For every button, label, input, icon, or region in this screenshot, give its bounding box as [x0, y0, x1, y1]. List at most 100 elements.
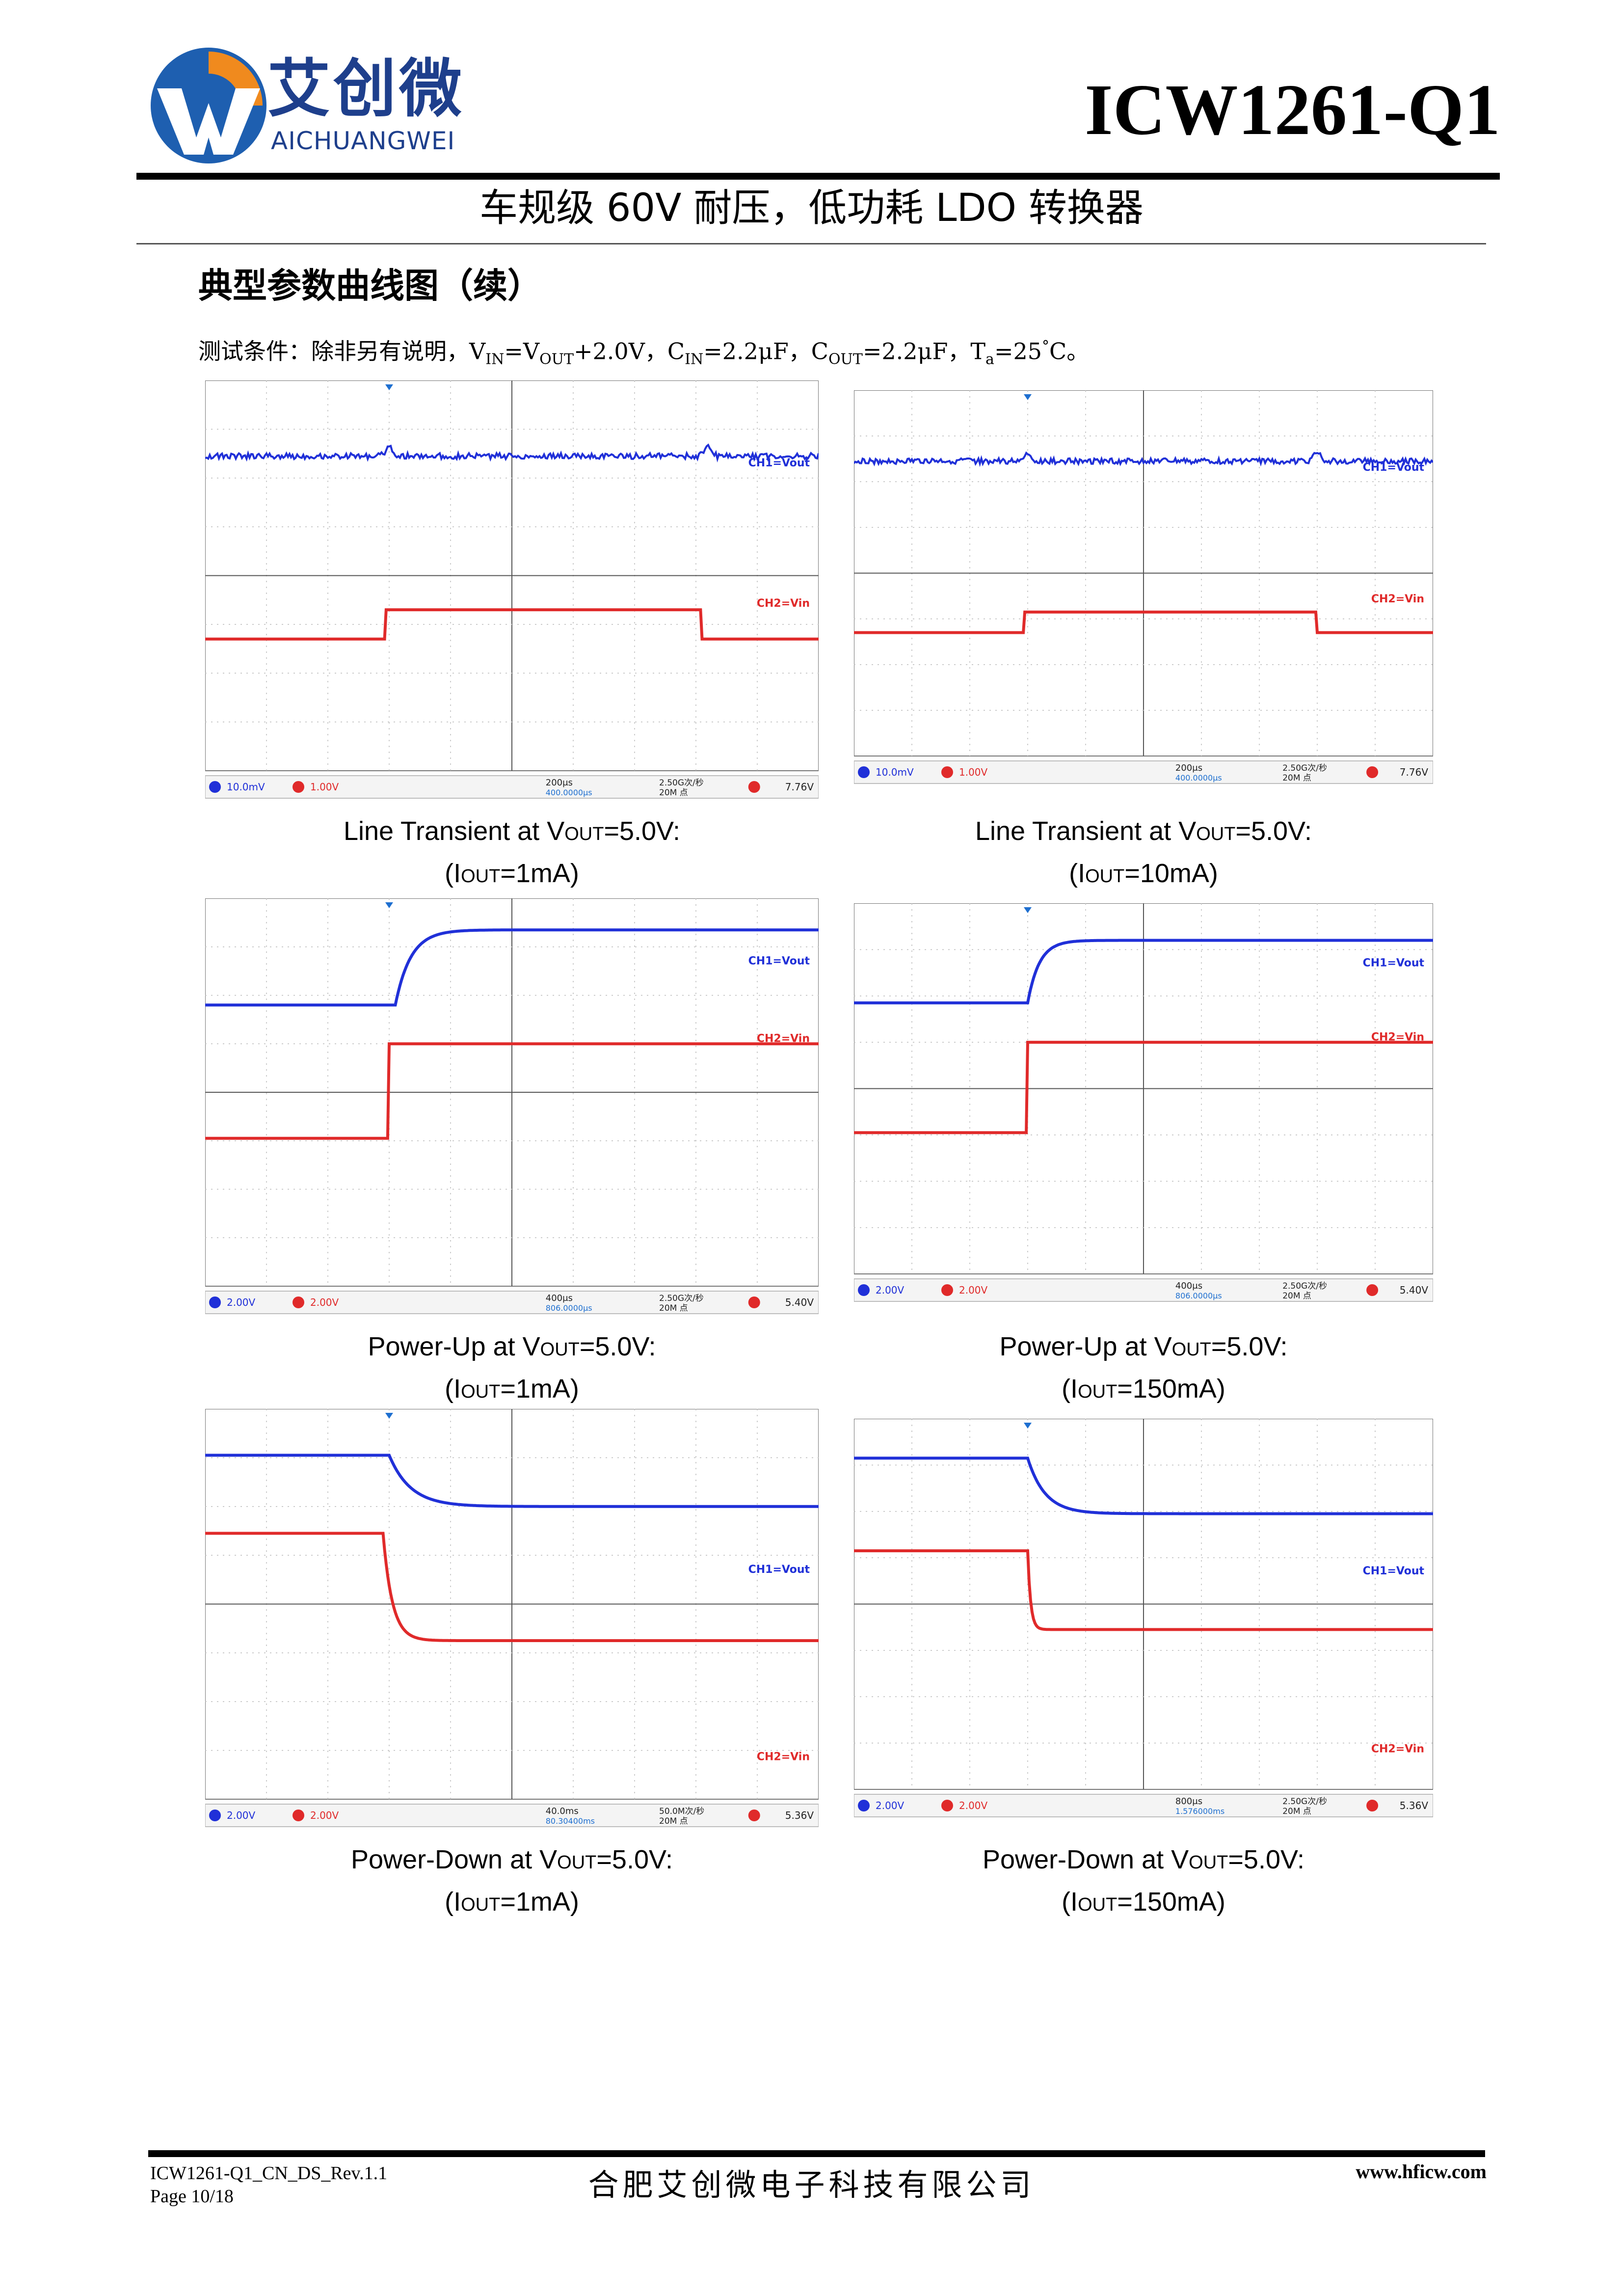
waveforms — [854, 939, 1433, 1134]
timebase: 40.0ms — [546, 1806, 579, 1816]
waveforms — [205, 443, 819, 641]
ch1-badge-icon — [209, 781, 221, 793]
ch1-badge-icon — [209, 1297, 221, 1308]
trigger-level: 5.36V — [785, 1810, 814, 1821]
header-divider — [136, 173, 1500, 180]
caption-line-1: Power-Up at VOUT=5.0V: — [999, 1332, 1288, 1361]
status-bar — [205, 775, 819, 799]
sample-rate: 2.50G次/秒 — [1282, 763, 1327, 773]
sample-rate: 2.50G次/秒 — [1282, 1797, 1327, 1807]
footer-divider — [148, 2150, 1485, 2157]
trigger-marker-icon — [385, 902, 393, 908]
part-number: ICW1261-Q1 — [1085, 70, 1500, 150]
timebase: 400μs — [546, 1293, 573, 1303]
timebase: 200μs — [546, 778, 573, 788]
trigger-marker-icon — [1024, 907, 1032, 913]
ch2-label: CH2=Vin — [757, 597, 810, 610]
footer-page-number: Page 10/18 — [150, 2186, 234, 2207]
scope-chart-1: CH1=Vout CH2=Vin 10.0mV 1.00V 200μs 400.0000μ… — [205, 380, 819, 800]
trigger-marker-icon — [385, 384, 393, 390]
caption-line-2: (IOUT=1mA) — [445, 1887, 579, 1917]
caption-line-1: Line Transient at VOUT=5.0V: — [975, 816, 1312, 846]
scope-chart-3: CH1=Vout CH2=Vin 2.00V 2.00V 400μs 806.0000μs… — [205, 898, 819, 1316]
scope-chart-6: CH1=Vout CH2=Vin 2.00V 2.00V 800μs 1.576000ms… — [854, 1419, 1433, 1819]
ch2-trace — [854, 1041, 1433, 1134]
ch1-label: CH1=Vout — [1363, 461, 1425, 474]
trigger-source-icon — [1366, 1800, 1379, 1811]
trigger-level: 7.76V — [1400, 766, 1429, 778]
footer-url[interactable]: www.hficw.com — [1356, 2161, 1487, 2183]
caption-line-2: (IOUT=1mA) — [445, 859, 579, 889]
chart-caption-6: Power-Down at VOUT=5.0V: (IOUT=150mA) — [898, 1838, 1389, 1923]
waveforms — [205, 928, 819, 1140]
trigger-delay: 80.30400ms — [546, 1816, 595, 1826]
status-bar — [205, 1804, 819, 1827]
ch2-badge-icon — [941, 1800, 953, 1811]
trigger-source-icon — [1366, 1284, 1379, 1296]
ch2-label: CH2=Vin — [1371, 593, 1424, 605]
caption-line-2: (IOUT=150mA) — [1062, 1374, 1225, 1404]
ch1-scale: 2.00V — [227, 1297, 256, 1308]
record-length: 20M 点 — [659, 1303, 688, 1313]
caption-line-1: Power-Up at VOUT=5.0V: — [368, 1332, 656, 1361]
record-length: 20M 点 — [1282, 773, 1311, 783]
ch1-badge-icon — [858, 1284, 870, 1296]
chart-caption-1: Line Transient at VOUT=5.0V: (IOUT=1mA) — [266, 810, 757, 895]
ch1-scale: 2.00V — [227, 1810, 256, 1821]
caption-line-1: Power-Down at VOUT=5.0V: — [350, 1845, 673, 1874]
ch2-label: CH2=Vin — [757, 1751, 810, 1763]
chart-caption-4: Power-Up at VOUT=5.0V: (IOUT=150mA) — [898, 1325, 1389, 1410]
record-length: 20M 点 — [659, 1816, 688, 1826]
ch2-scale: 2.00V — [959, 1284, 988, 1296]
timebase: 200μs — [1175, 763, 1202, 773]
scope-plot: CH1=Vout CH2=Vin 2.00V 2.00V 800μs1.576000ms… — [854, 1419, 1433, 1817]
ch2-badge-icon — [293, 1297, 304, 1308]
trigger-source-icon — [1366, 766, 1379, 778]
ch1-trace — [854, 939, 1433, 1004]
trigger-delay: 400.0000μs — [1175, 773, 1222, 783]
trigger-delay: 806.0000μs — [546, 1303, 592, 1313]
trigger-source-icon — [748, 781, 760, 793]
caption-line-1: Line Transient at VOUT=5.0V: — [343, 816, 681, 846]
trigger-level: 7.76V — [785, 781, 814, 793]
status-bar — [854, 760, 1433, 784]
waveforms — [854, 451, 1433, 634]
ch1-badge-icon — [858, 1800, 870, 1811]
ch1-badge-icon — [209, 1810, 221, 1821]
company-logo-icon — [147, 44, 270, 167]
ch2-trace — [205, 608, 819, 641]
caption-line-2: (IOUT=10mA) — [1069, 859, 1218, 889]
ch1-label: CH1=Vout — [748, 457, 810, 469]
trigger-source-icon — [748, 1810, 760, 1821]
timebase: 800μs — [1175, 1796, 1202, 1807]
ch2-scale: 1.00V — [310, 781, 339, 793]
ch1-label: CH1=Vout — [748, 955, 810, 967]
ch2-scale: 1.00V — [959, 766, 988, 778]
trigger-delay: 400.0000μs — [546, 788, 592, 797]
sample-rate: 2.50G次/秒 — [659, 1294, 704, 1303]
ch2-scale: 2.00V — [959, 1800, 988, 1811]
section-heading: 典型参数曲线图（续） — [198, 265, 542, 306]
caption-line-2: (IOUT=1mA) — [445, 1374, 579, 1404]
ch2-trace — [854, 1549, 1433, 1631]
footer-doc-id: ICW1261-Q1_CN_DS_Rev.1.1 — [150, 2163, 388, 2184]
waveforms — [854, 1457, 1433, 1631]
sample-rate: 2.50G次/秒 — [1282, 1281, 1327, 1291]
record-length: 20M 点 — [1282, 1291, 1311, 1301]
status-bar — [854, 1794, 1433, 1817]
brand-name-cn: 艾创微 — [267, 53, 465, 126]
trigger-marker-icon — [1024, 394, 1032, 400]
brand-name-en: AICHUANGWEI — [271, 127, 455, 155]
timebase: 400μs — [1175, 1281, 1202, 1291]
chart-caption-3: Power-Up at VOUT=5.0V: (IOUT=1mA) — [266, 1325, 757, 1410]
ch1-label: CH1=Vout — [1363, 957, 1425, 969]
ch1-scale: 2.00V — [876, 1800, 905, 1811]
status-bar — [205, 1291, 819, 1314]
ch1-trace — [205, 928, 819, 1007]
scope-chart-2: CH1=Vout CH2=Vin 10.0mV 1.00V 200μs 400.0000μ… — [854, 390, 1433, 785]
ch2-badge-icon — [941, 766, 953, 778]
ch2-trace — [854, 610, 1433, 634]
ch1-scale: 10.0mV — [227, 781, 265, 793]
ch1-trace — [205, 443, 819, 463]
record-length: 20M 点 — [659, 788, 688, 798]
